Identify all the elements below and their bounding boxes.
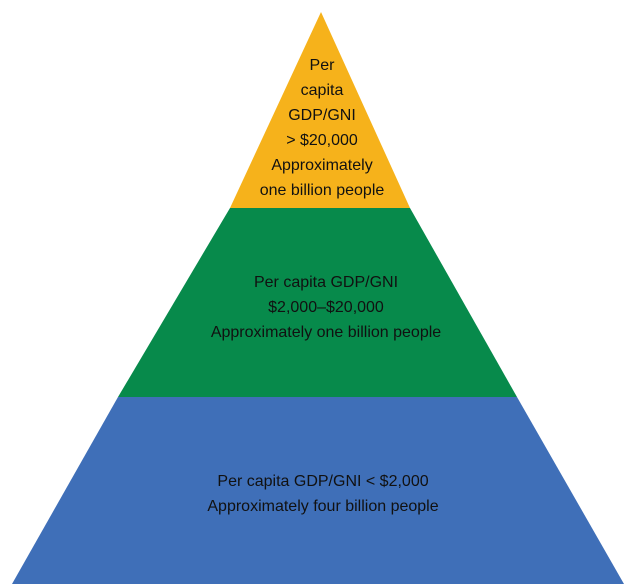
top-tier-line-2: capita <box>301 82 344 99</box>
middle-tier-line-1: Per capita GDP/GNI <box>254 274 398 291</box>
middle-tier-line-2: $2,000–$20,000 <box>268 299 384 316</box>
bottom-tier-shape <box>12 397 624 584</box>
middle-tier-shape <box>118 208 517 397</box>
top-tier-line-5: Approximately <box>271 157 372 174</box>
top-tier-line-4: > $20,000 <box>286 132 358 149</box>
middle-tier-line-3: Approximately one billion people <box>211 324 441 341</box>
bottom-tier-line-1: Per capita GDP/GNI < $2,000 <box>217 473 428 490</box>
top-tier-line-6: one billion people <box>260 182 385 199</box>
top-tier-line-1: Per <box>310 57 336 74</box>
top-tier-line-3: GDP/GNI <box>288 107 356 124</box>
bottom-tier-label: Per capita GDP/GNI < $2,000 Approximatel… <box>207 473 438 515</box>
bottom-tier-line-2: Approximately four billion people <box>207 498 438 515</box>
middle-tier-label: Per capita GDP/GNI $2,000–$20,000 Approx… <box>211 274 441 341</box>
top-tier-label: Per capita GDP/GNI > $20,000 Approximate… <box>260 57 385 199</box>
top-tier-shape <box>230 12 410 208</box>
